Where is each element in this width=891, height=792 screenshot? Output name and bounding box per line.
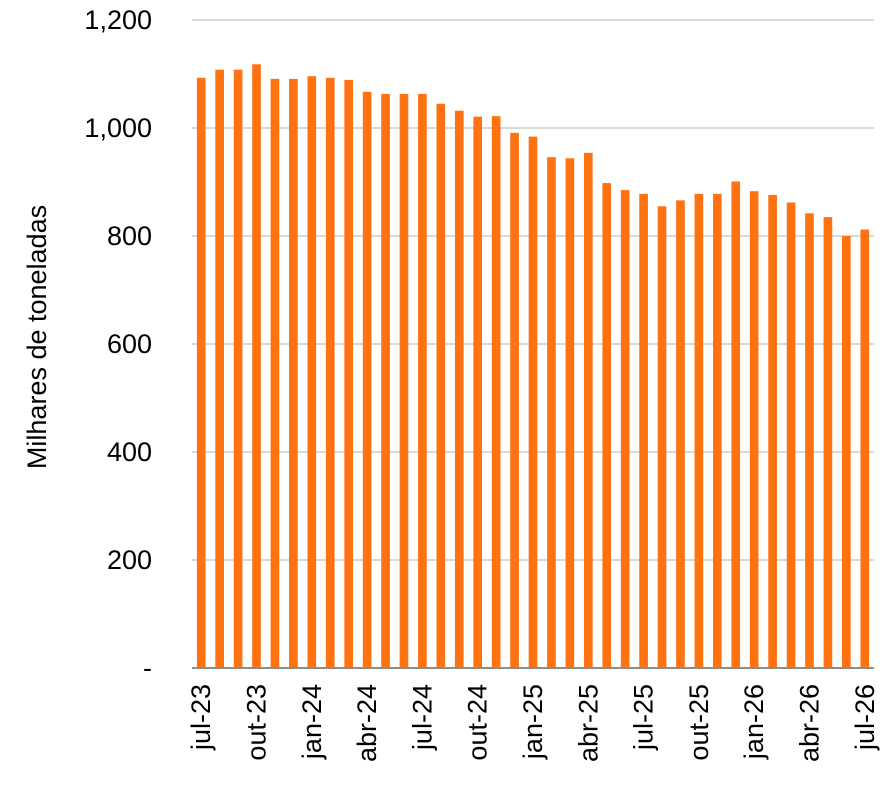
bar bbox=[510, 132, 519, 669]
x-tick-label: out-23 bbox=[242, 684, 272, 761]
bar bbox=[547, 157, 556, 668]
bar bbox=[620, 190, 630, 668]
bar bbox=[344, 79, 354, 668]
x-tick-label: jul-26 bbox=[850, 684, 880, 751]
bar bbox=[694, 193, 704, 668]
bar bbox=[418, 93, 427, 669]
bar bbox=[842, 236, 851, 668]
bar bbox=[215, 69, 224, 669]
bar bbox=[196, 77, 206, 668]
x-tick-label: jan-24 bbox=[297, 684, 327, 760]
bar bbox=[805, 213, 814, 668]
bar bbox=[325, 77, 335, 668]
y-tick-label: 800 bbox=[107, 221, 152, 251]
bar bbox=[786, 202, 796, 668]
x-tick-label: jan-26 bbox=[739, 684, 769, 760]
bar bbox=[270, 78, 280, 669]
bar bbox=[289, 78, 298, 669]
y-tick-label: 200 bbox=[107, 545, 152, 575]
bar bbox=[768, 194, 777, 668]
x-tick-label: abr-25 bbox=[573, 684, 603, 762]
bar bbox=[565, 158, 575, 669]
bar bbox=[454, 110, 464, 669]
bar bbox=[233, 69, 243, 669]
bar bbox=[583, 152, 593, 669]
x-tick-label: jul-23 bbox=[186, 684, 216, 751]
bar bbox=[491, 116, 501, 669]
bar bbox=[307, 76, 317, 668]
bar bbox=[252, 64, 261, 668]
bar bbox=[528, 136, 538, 668]
bars bbox=[196, 64, 870, 669]
bar bbox=[362, 91, 372, 668]
x-tick-label: out-25 bbox=[684, 684, 714, 761]
bar bbox=[823, 217, 833, 668]
x-tick-label: abr-26 bbox=[794, 684, 824, 762]
bar bbox=[602, 183, 612, 668]
bar bbox=[676, 200, 685, 669]
x-tick-label: jul-24 bbox=[407, 684, 437, 751]
y-tick-label: 400 bbox=[107, 437, 152, 467]
bar bbox=[712, 193, 722, 668]
y-tick-label: 600 bbox=[107, 329, 152, 359]
y-tick-label: 1,200 bbox=[84, 5, 152, 35]
bar bbox=[731, 181, 741, 668]
axes: - 200 400 600 800 1,000 1,200 jul-23 out-23 jan-2… bbox=[84, 5, 879, 762]
y-tick-label: - bbox=[143, 653, 152, 683]
x-tick-label: jan-25 bbox=[518, 684, 548, 760]
bar bbox=[749, 191, 759, 668]
x-tick-label: abr-24 bbox=[352, 684, 382, 762]
bar bbox=[399, 93, 409, 669]
bar bbox=[639, 193, 648, 668]
bar bbox=[473, 116, 483, 668]
y-tick-label: 1,000 bbox=[84, 113, 152, 143]
bar bbox=[381, 93, 390, 669]
bar bbox=[657, 206, 667, 669]
y-axis-title: Milhares de toneladas bbox=[22, 205, 52, 469]
bar bbox=[436, 103, 446, 668]
x-tick-label: jul-25 bbox=[629, 684, 659, 751]
bar bbox=[860, 229, 870, 668]
x-tick-label: out-24 bbox=[463, 684, 493, 761]
